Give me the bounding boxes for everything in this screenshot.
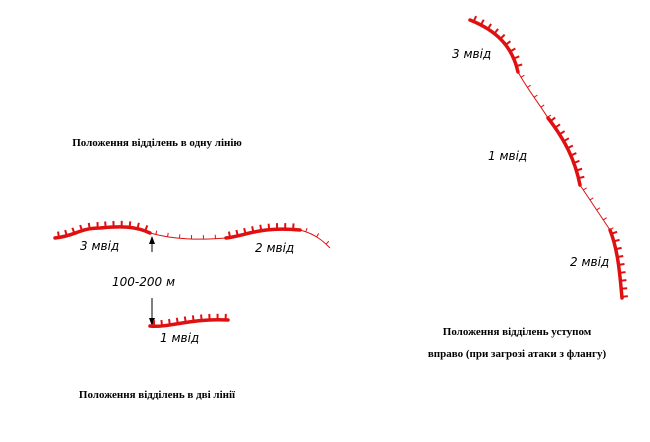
label: 1 мвід: [160, 331, 199, 345]
tick: [505, 40, 512, 46]
tick: [620, 279, 627, 282]
squad-line: [148, 317, 230, 329]
caption: вправо (при загрозі атаки з флангу): [428, 348, 607, 360]
tick: [57, 231, 60, 238]
tick: [160, 319, 163, 327]
label: 2 мвід: [255, 241, 294, 255]
tick: [499, 33, 506, 40]
tick: [527, 84, 531, 88]
tick: [227, 231, 231, 238]
tick: [578, 175, 585, 180]
squad-gap: [149, 232, 227, 240]
tick: [183, 316, 187, 323]
tick: [618, 263, 625, 266]
tick: [325, 240, 330, 245]
label: 3 мвід: [80, 239, 119, 253]
tick: [493, 28, 499, 35]
tick: [243, 227, 247, 235]
label: 2 мвід: [570, 255, 609, 269]
squad-line: [608, 228, 624, 300]
tick: [64, 229, 68, 237]
tick: [128, 221, 132, 228]
squad-gap: [517, 71, 549, 119]
tick: [487, 23, 492, 30]
caption: Положення відділень в дві лінії: [79, 389, 236, 401]
tick: [472, 15, 478, 22]
squad-line: [224, 227, 302, 240]
squad-gap: [579, 184, 611, 231]
squad-line: [53, 225, 152, 240]
tick: [621, 287, 628, 290]
tick: [611, 230, 618, 235]
tick: [136, 222, 140, 229]
tick: [547, 114, 552, 118]
tick: [87, 222, 91, 229]
squad-line: [546, 116, 582, 187]
tick: [540, 104, 545, 108]
squad-line: [468, 18, 520, 74]
tick: [516, 63, 523, 68]
tick: [615, 246, 622, 251]
tick: [200, 314, 203, 321]
tick: [175, 317, 179, 324]
tick: [619, 271, 626, 274]
tick: [621, 295, 628, 298]
tick: [267, 223, 271, 230]
tick: [589, 197, 594, 201]
tick: [596, 207, 601, 211]
tick: [613, 238, 620, 243]
tick: [603, 217, 607, 221]
tick: [520, 74, 525, 78]
label: 3 мвід: [452, 47, 491, 61]
tick: [259, 224, 263, 231]
tick: [509, 47, 516, 53]
tick: [79, 224, 83, 232]
tick: [155, 230, 158, 235]
tick: [549, 116, 556, 122]
tick: [144, 225, 149, 232]
caption: Положення відділень уступом: [443, 326, 592, 338]
tick: [305, 227, 308, 232]
squad-gap: [299, 229, 331, 249]
tick: [533, 94, 538, 98]
tick: [251, 226, 255, 233]
tick: [554, 123, 561, 129]
tick: [573, 159, 580, 164]
caption: Положення відділень в одну лінію: [72, 137, 242, 149]
tick: [71, 227, 76, 234]
tick: [167, 232, 169, 237]
tick: [617, 254, 624, 258]
tick: [513, 55, 520, 60]
tick: [316, 233, 320, 238]
tick: [235, 229, 239, 237]
tick: [570, 152, 577, 157]
tick: [609, 227, 614, 231]
tick: [558, 130, 566, 136]
tick: [191, 315, 195, 322]
tick: [168, 318, 171, 326]
tick: [480, 19, 485, 26]
tick: [576, 167, 583, 172]
tick: [563, 137, 570, 143]
label: 100-200 м: [112, 275, 175, 289]
label: 1 мвід: [488, 149, 527, 163]
tick: [583, 187, 587, 191]
tick: [566, 144, 574, 150]
